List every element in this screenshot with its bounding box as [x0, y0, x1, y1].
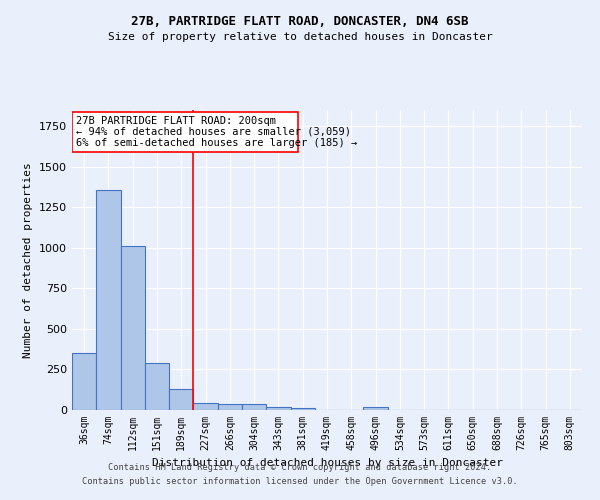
- Bar: [145, 363, 169, 410]
- Text: Contains HM Land Registry data © Crown copyright and database right 2024.: Contains HM Land Registry data © Crown c…: [109, 464, 491, 472]
- Bar: [290, 408, 315, 410]
- Bar: [72, 112, 298, 152]
- Bar: [218, 404, 242, 410]
- Bar: [364, 407, 388, 410]
- Text: ← 94% of detached houses are smaller (3,059): ← 94% of detached houses are smaller (3,…: [76, 127, 350, 137]
- Bar: [193, 402, 218, 410]
- Bar: [72, 353, 96, 410]
- X-axis label: Distribution of detached houses by size in Doncaster: Distribution of detached houses by size …: [151, 458, 503, 468]
- Bar: [96, 190, 121, 410]
- Y-axis label: Number of detached properties: Number of detached properties: [23, 162, 34, 358]
- Text: 27B, PARTRIDGE FLATT ROAD, DONCASTER, DN4 6SB: 27B, PARTRIDGE FLATT ROAD, DONCASTER, DN…: [131, 15, 469, 28]
- Bar: [121, 246, 145, 410]
- Text: 27B PARTRIDGE FLATT ROAD: 200sqm: 27B PARTRIDGE FLATT ROAD: 200sqm: [76, 116, 275, 126]
- Bar: [266, 407, 290, 410]
- Bar: [242, 404, 266, 410]
- Bar: [169, 389, 193, 410]
- Text: 6% of semi-detached houses are larger (185) →: 6% of semi-detached houses are larger (1…: [76, 138, 357, 148]
- Text: Contains public sector information licensed under the Open Government Licence v3: Contains public sector information licen…: [82, 477, 518, 486]
- Text: Size of property relative to detached houses in Doncaster: Size of property relative to detached ho…: [107, 32, 493, 42]
